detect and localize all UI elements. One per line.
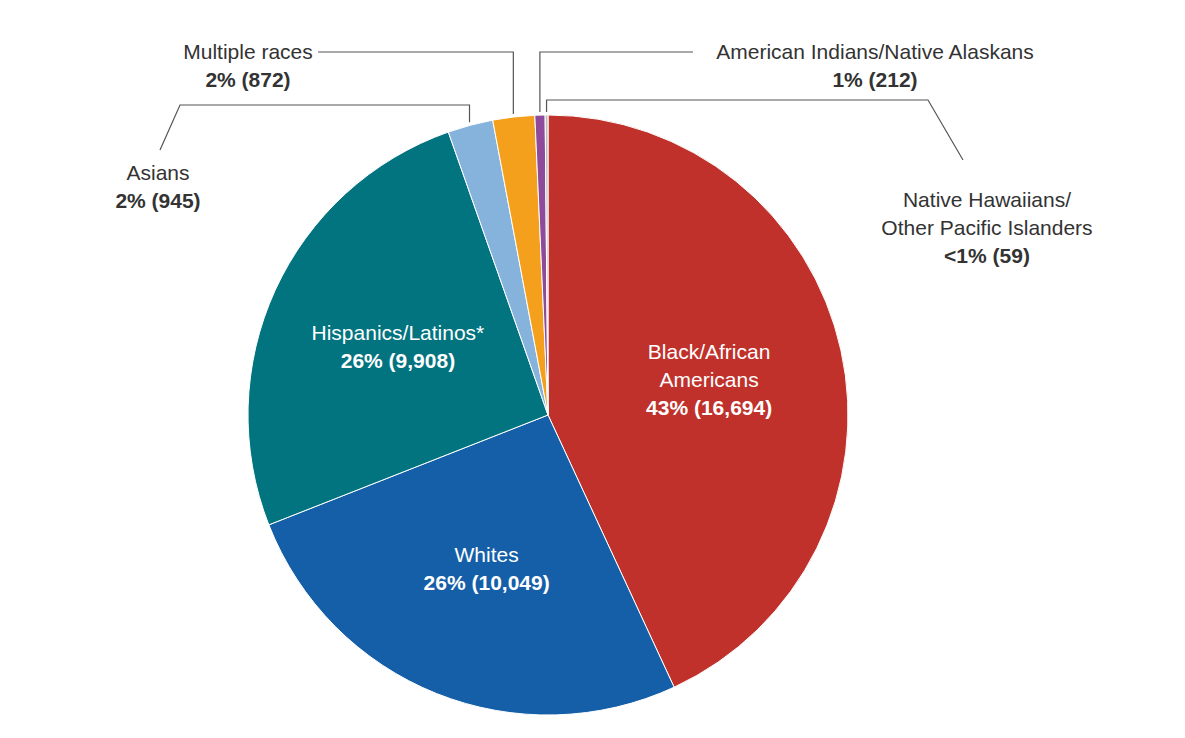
- slice-value-label: 43% (16,694): [646, 396, 772, 419]
- slice-category: Native Hawaiians/Other Pacific Islanders: [881, 188, 1092, 239]
- leader-line: [160, 105, 470, 150]
- slice-category: Whites: [455, 543, 519, 566]
- slice-category: Black/AfricanAmericans: [648, 340, 771, 391]
- slice-value-label: 1% (212): [832, 68, 917, 91]
- slice-value-label: 2% (945): [115, 189, 200, 212]
- slice-value-label: 2% (872): [205, 68, 290, 91]
- slice-value-label: 26% (9,908): [341, 349, 455, 372]
- slice: [545, 115, 548, 415]
- leader-line: [540, 52, 693, 112]
- leader-line: [547, 100, 963, 160]
- leader-line: [318, 52, 513, 114]
- slice-category: American Indians/Native Alaskans: [716, 40, 1034, 63]
- chart: Black/AfricanAmericans 43% (16,694) Whites…: [0, 0, 1185, 738]
- slice-value-label: 26% (10,049): [424, 571, 550, 594]
- slice-category: Multiple races: [183, 40, 313, 63]
- slice-category: Hispanics/Latinos*: [312, 321, 485, 344]
- slices: [248, 115, 848, 715]
- slice: [493, 115, 548, 415]
- slice-value-label: <1% (59): [944, 244, 1030, 267]
- slice-category: Asians: [126, 161, 189, 184]
- labels: Black/AfricanAmericans 43% (16,694) Whites…: [115, 40, 1092, 594]
- slice: [535, 115, 548, 415]
